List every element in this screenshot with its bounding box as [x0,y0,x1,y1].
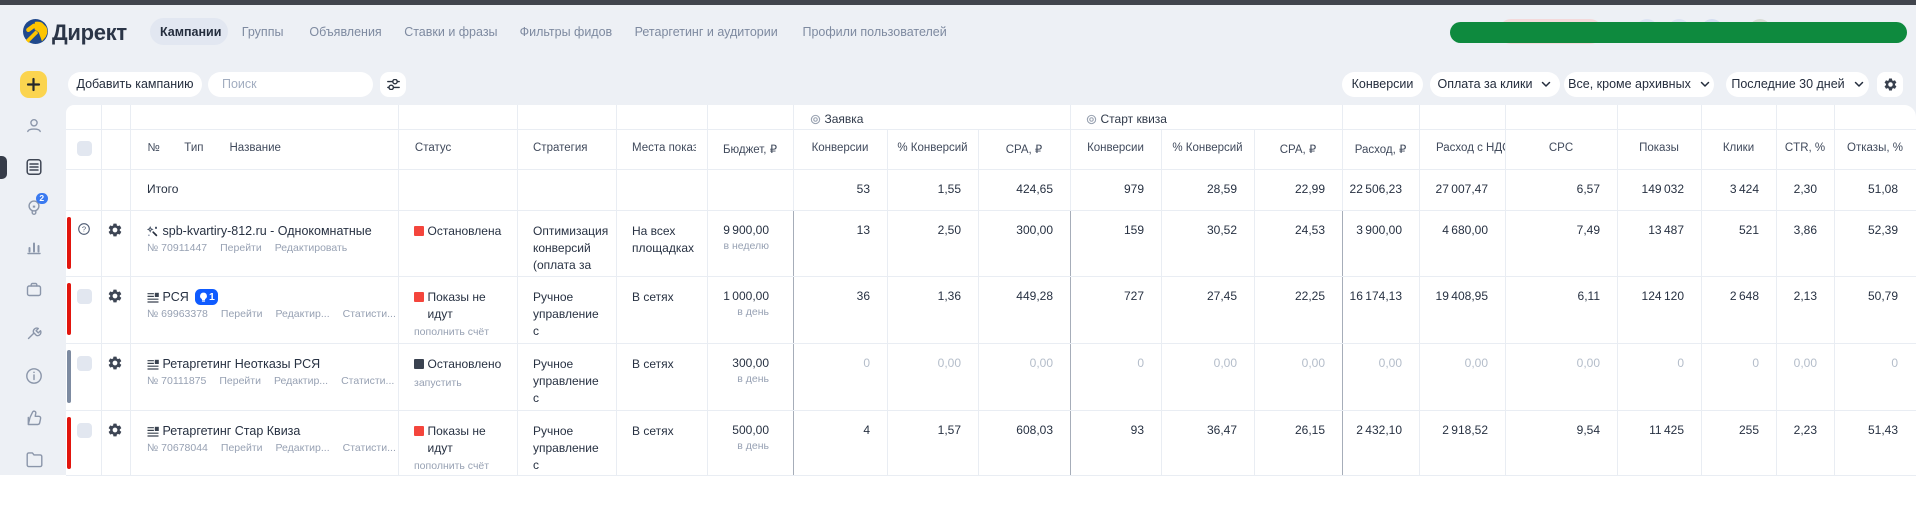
svg-text:?: ? [81,225,85,234]
